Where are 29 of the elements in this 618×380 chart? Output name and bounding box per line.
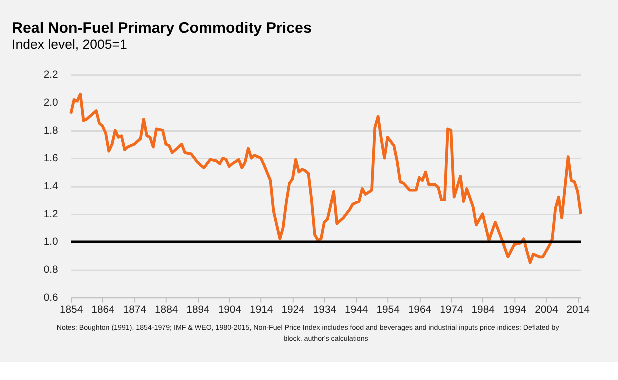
x-tick-label: 1924 bbox=[282, 305, 306, 316]
x-tick-label: 1954 bbox=[376, 305, 400, 316]
x-tick-label: 1914 bbox=[250, 305, 274, 316]
x-tick-label: 2004 bbox=[535, 305, 558, 316]
x-tick-label: 1944 bbox=[345, 305, 368, 316]
x-tick-label: 1964 bbox=[408, 305, 432, 316]
y-tick-label: 1.2 bbox=[44, 209, 59, 220]
y-tick-label: 0.8 bbox=[44, 265, 59, 276]
chart-title: Real Non-Fuel Primary Commodity Prices bbox=[12, 20, 312, 38]
x-tick-label: 1994 bbox=[503, 305, 527, 316]
y-tick-label: 1.0 bbox=[44, 237, 59, 248]
y-tick-label: 2.2 bbox=[44, 70, 59, 82]
x-tick-label: 1894 bbox=[186, 305, 210, 316]
y-tick-label: 2.0 bbox=[44, 98, 59, 109]
line-series bbox=[70, 92, 582, 264]
x-tick-label: 1904 bbox=[218, 305, 242, 316]
x-tick-label: 1974 bbox=[440, 305, 464, 316]
y-tick-label: 1.8 bbox=[44, 126, 59, 137]
x-tick-label: 1854 bbox=[60, 305, 84, 316]
x-tick-label: 2014 bbox=[566, 305, 590, 316]
x-tick-label: 1884 bbox=[155, 305, 178, 316]
x-tick-label: 1874 bbox=[123, 305, 147, 316]
y-tick-label: 0.6 bbox=[44, 292, 59, 304]
x-tick-label: 1864 bbox=[92, 305, 116, 316]
x-tick-label: 1984 bbox=[472, 305, 496, 316]
y-tick-label: 1.6 bbox=[44, 154, 59, 165]
chart-subtitle: Index level, 2005=1 bbox=[12, 37, 128, 52]
y-tick-label: 1.4 bbox=[44, 182, 59, 193]
x-tick-label: 1934 bbox=[313, 305, 337, 316]
